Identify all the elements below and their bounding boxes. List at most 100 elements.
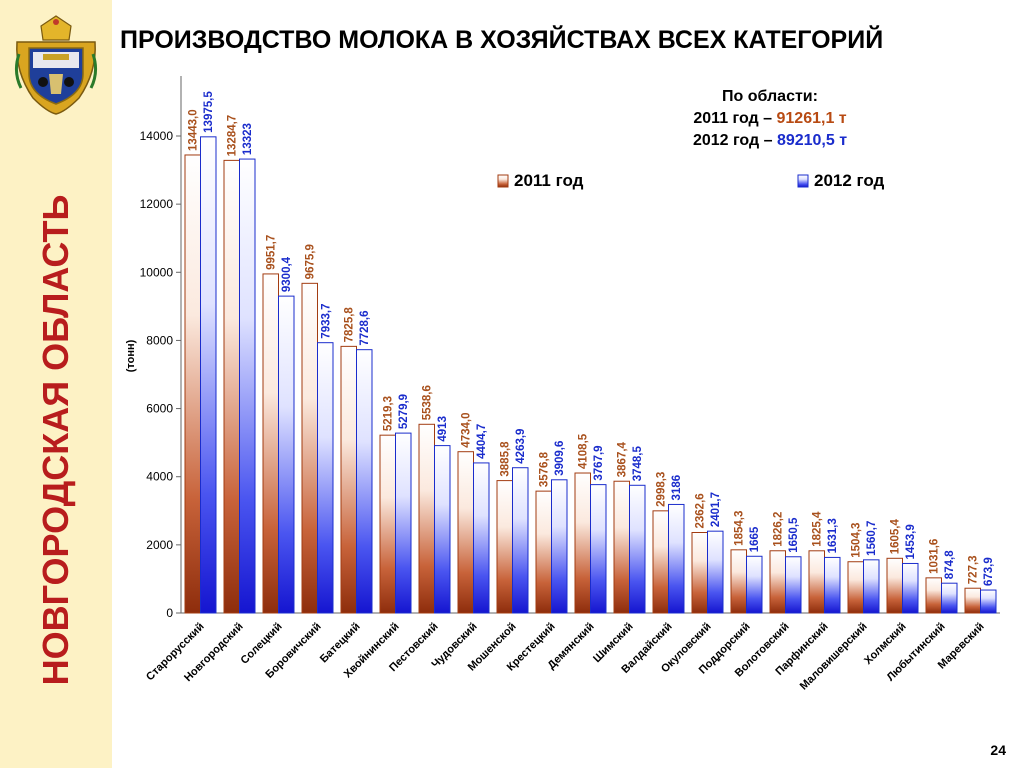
bar-2011	[418, 423, 435, 614]
bar-2012	[239, 158, 256, 614]
bar-2011	[496, 480, 513, 614]
y-tick-label: 12000	[140, 197, 174, 211]
bar-2012	[980, 589, 997, 614]
bar-2012	[590, 484, 607, 614]
data-label-2012: 4913	[437, 416, 449, 442]
bar-2012	[785, 556, 802, 614]
bar-2012	[434, 445, 451, 614]
legend-swatch-2012	[797, 174, 809, 188]
bar-2011	[964, 587, 981, 614]
data-label-2012: 5279,9	[398, 394, 410, 429]
data-label-2012: 3186	[671, 475, 683, 501]
bar-2012	[200, 136, 217, 614]
data-label-2012: 4263,9	[515, 429, 527, 464]
bar-2011	[535, 490, 552, 614]
bar-2011	[340, 345, 357, 614]
data-label-2011: 13443,0	[188, 109, 200, 151]
bar-2011	[574, 472, 591, 614]
data-label-2012: 2401,7	[710, 492, 722, 527]
data-label-2011: 3885,8	[500, 441, 512, 477]
data-label-2011: 1854,3	[734, 511, 746, 546]
y-tick-label: 10000	[140, 265, 174, 279]
data-label-2011: 727,3	[968, 555, 980, 584]
bar-2011	[457, 451, 474, 614]
bar-2011	[184, 154, 201, 614]
data-label-2012: 3748,5	[632, 446, 644, 482]
data-label-2012: 13323	[242, 123, 254, 155]
summary-2011-prefix: 2011 год –	[693, 110, 777, 127]
summary-2011-value: 91261,1 т	[776, 110, 847, 127]
bar-2012	[902, 562, 919, 614]
data-label-2012: 9300,4	[281, 256, 293, 292]
sidebar: НОВГОРОДСКАЯ ОБЛАСТЬ	[0, 0, 112, 768]
y-tick-label: 8000	[146, 333, 173, 347]
bar-2012	[473, 462, 490, 614]
data-label-2011: 1825,4	[812, 511, 824, 547]
data-label-2012: 7933,7	[320, 304, 332, 339]
y-tick-label: 6000	[146, 402, 173, 416]
page-number: 24	[990, 742, 1006, 758]
legend-label-2011: 2011 год	[514, 171, 584, 190]
bar-2011	[262, 273, 279, 614]
region-summary: По области: 2011 год – 91261,1 т 2012 го…	[640, 86, 900, 152]
data-label-2011: 2998,3	[656, 472, 668, 507]
data-label-2012: 1665	[749, 526, 761, 552]
bar-2012	[356, 349, 373, 614]
bar-2011	[379, 434, 396, 614]
summary-line-2011: 2011 год – 91261,1 т	[640, 108, 900, 130]
page-title: ПРОИЗВОДСТВО МОЛОКА В ХОЗЯЙСТВАХ ВСЕХ КА…	[120, 26, 884, 54]
data-label-2011: 1605,4	[890, 519, 902, 555]
bar-2012	[824, 556, 841, 614]
data-label-2012: 3909,6	[554, 441, 566, 476]
data-label-2011: 4734,0	[461, 413, 473, 448]
summary-2012-value: 89210,5 т	[776, 132, 848, 149]
data-label-2012: 13975,5	[203, 91, 215, 133]
bar-2012	[278, 295, 295, 614]
bar-2012	[551, 479, 568, 614]
data-label-2011: 1826,2	[773, 512, 785, 547]
bar-2012	[707, 530, 724, 614]
data-label-2012: 7728,6	[359, 310, 371, 345]
data-label-2012: 673,9	[983, 557, 995, 586]
bar-2011	[808, 550, 825, 614]
data-label-2012: 1650,5	[788, 517, 800, 553]
category-label: Маловишерский	[798, 621, 870, 693]
bar-2012	[317, 342, 334, 614]
legend-swatch-2011	[497, 174, 509, 188]
bar-2012	[863, 559, 880, 614]
data-label-2011: 2362,6	[695, 493, 707, 528]
chart-legend: 2011 год 2012 год	[497, 171, 885, 190]
bar-2012	[746, 555, 763, 614]
data-label-2012: 874,8	[944, 550, 956, 579]
summary-heading: По области:	[722, 88, 818, 105]
bar-2011	[886, 557, 903, 614]
bar-2011	[301, 282, 318, 614]
data-label-2011: 13284,7	[227, 115, 239, 157]
legend-label-2012: 2012 год	[814, 171, 885, 190]
bar-2012	[629, 484, 646, 614]
data-label-2011: 3576,8	[539, 451, 551, 487]
data-label-2012: 4404,7	[476, 424, 488, 459]
y-axis-title: (тонн)	[125, 339, 137, 372]
data-label-2011: 5538,6	[422, 385, 434, 420]
bar-2011	[652, 510, 669, 614]
bar-2012	[512, 467, 529, 614]
data-label-2012: 1560,7	[866, 521, 878, 556]
y-tick-label: 0	[166, 606, 173, 620]
data-label-2011: 9951,7	[266, 235, 278, 270]
data-label-2011: 7825,8	[344, 307, 356, 343]
data-label-2011: 3867,4	[617, 441, 629, 477]
bar-2012	[395, 432, 412, 614]
bar-2011	[730, 549, 747, 614]
y-tick-label: 4000	[146, 470, 173, 484]
data-label-2011: 5219,3	[383, 396, 395, 431]
bar-2011	[925, 577, 942, 614]
bar-2011	[769, 550, 786, 614]
bar-2011	[847, 561, 864, 614]
summary-2012-prefix: 2012 год –	[692, 132, 777, 149]
novgorod-coat-of-arms-icon	[14, 15, 98, 115]
data-label-2011: 9675,9	[305, 244, 317, 279]
data-label-2011: 1504,3	[851, 523, 863, 558]
